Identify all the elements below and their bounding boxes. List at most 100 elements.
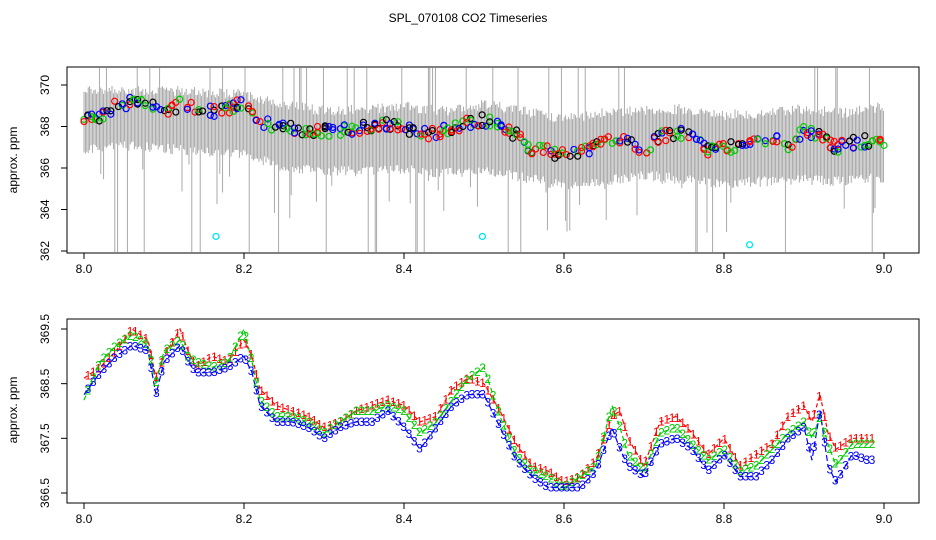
series-marker-2: 2 (663, 424, 670, 438)
averaged-point (187, 98, 195, 107)
series-marker-1: 1 (611, 408, 618, 422)
series-marker-3: 3 (837, 467, 844, 481)
series-marker-1: 1 (648, 440, 655, 454)
series-marker-2: 2 (590, 461, 597, 475)
series-marker-2: 2 (90, 371, 97, 385)
series-lines (83, 327, 869, 489)
averaged-point (80, 115, 88, 124)
x-tick-label: 8.2 (236, 512, 253, 526)
x-tick-label: 8.0 (76, 512, 93, 526)
averaged-point (658, 127, 666, 135)
averaged-point (176, 95, 184, 103)
averaged-point (865, 142, 873, 150)
series-marker-2: 2 (790, 422, 797, 436)
series-marker-3: 3 (321, 431, 328, 445)
series-marker-3: 3 (400, 420, 407, 434)
series-marker-3: 3 (632, 464, 639, 478)
series-marker-3: 3 (116, 347, 123, 361)
top-panel: 8.0 8.2 8.4 8.6 8.8 9.0 362 364 366 368 370 appro… (6, 66, 920, 276)
series-marker-3: 3 (295, 417, 302, 431)
y-tick-label: 362 (38, 241, 52, 261)
averaged-point (455, 124, 463, 132)
series-marker-3: 3 (532, 472, 539, 486)
series-marker-3: 3 (611, 426, 618, 440)
averaged-point (486, 118, 494, 126)
series-marker-3: 3 (364, 415, 371, 429)
series-marker-2: 2 (358, 404, 365, 418)
series-marker-1: 1 (542, 463, 549, 477)
averaged-point (455, 127, 463, 135)
series-line-3 (83, 344, 869, 489)
series-marker-2: 2 (695, 443, 702, 457)
series-marker-2: 2 (542, 469, 549, 483)
series-marker-3: 3 (558, 481, 565, 495)
series-marker-2: 2 (374, 402, 381, 416)
series-marker-2: 2 (637, 461, 644, 475)
averaged-point (130, 95, 138, 103)
averaged-point (149, 98, 157, 106)
averaged-point (164, 110, 172, 118)
series-marker-3: 3 (842, 459, 849, 473)
series-marker-1: 1 (132, 324, 139, 338)
series-marker-1: 1 (658, 414, 665, 428)
series-marker-1: 1 (411, 409, 418, 423)
averaged-point (424, 135, 433, 143)
averaged-point (558, 146, 567, 154)
series-marker-3: 3 (737, 470, 744, 484)
series-marker-2: 2 (285, 409, 292, 423)
series-marker-2: 2 (206, 359, 213, 373)
averaged-point (474, 122, 482, 130)
series-marker-3: 3 (848, 450, 855, 464)
series-marker-1: 1 (327, 418, 334, 432)
averaged-point (597, 135, 605, 143)
series-marker-1: 1 (800, 399, 807, 413)
series-marker-3: 3 (684, 439, 691, 453)
series-marker-1: 1 (90, 365, 97, 379)
series-marker-3: 3 (248, 364, 255, 378)
averaged-point (597, 140, 605, 148)
series-marker-1: 1 (258, 384, 265, 398)
averaged-point (141, 102, 149, 110)
series-marker-2: 2 (311, 419, 318, 433)
series-marker-3: 3 (648, 455, 655, 469)
averaged-point (244, 102, 253, 110)
averaged-point (290, 129, 299, 137)
series-marker-2: 2 (706, 453, 713, 467)
series-marker-1: 1 (806, 408, 813, 422)
series-marker-3: 3 (279, 415, 286, 429)
averaged-point (206, 102, 214, 110)
series-marker-1: 1 (121, 332, 128, 346)
averaged-point (355, 127, 364, 135)
averaged-point (260, 123, 268, 132)
series-marker-2: 2 (679, 427, 686, 441)
series-marker-2: 2 (795, 419, 802, 433)
averaged-point (133, 95, 142, 104)
series-marker-2: 2 (516, 451, 523, 465)
series-marker-3: 3 (490, 406, 497, 420)
series-marker-3: 3 (732, 463, 739, 477)
series-marker-3: 3 (527, 468, 534, 482)
averaged-point (436, 130, 444, 138)
series-marker-1: 1 (500, 412, 507, 426)
series-marker-2: 2 (548, 472, 555, 486)
x-tick-label: 8.4 (396, 512, 413, 526)
averaged-point (447, 127, 456, 136)
averaged-point (796, 135, 804, 143)
series-marker-2: 2 (169, 338, 176, 352)
series-marker-1: 1 (253, 367, 260, 381)
series-marker-1: 1 (674, 411, 681, 425)
series-marker-2: 2 (174, 335, 181, 349)
series-marker-3: 3 (264, 406, 271, 420)
series-marker-3: 3 (711, 458, 718, 472)
series-marker-3: 3 (827, 463, 834, 477)
series-marker-1: 1 (232, 345, 239, 359)
series-marker-1: 1 (553, 470, 560, 484)
averaged-point (815, 131, 823, 139)
averaged-point (623, 134, 632, 142)
series-marker-2: 2 (274, 409, 281, 423)
series-marker-1: 1 (727, 441, 734, 455)
series-marker-2: 2 (569, 475, 576, 489)
averaged-point (310, 130, 318, 138)
series-marker-3: 3 (437, 414, 444, 428)
series-marker-3: 3 (863, 453, 870, 467)
